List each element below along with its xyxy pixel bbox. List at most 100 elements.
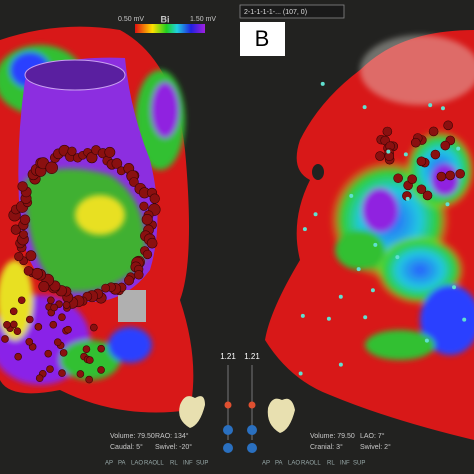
tag-point	[356, 267, 361, 272]
slider-value: 1.21	[220, 352, 236, 361]
ablation-point	[67, 146, 77, 156]
ablation-point	[14, 352, 22, 361]
view-button[interactable]: RAO	[301, 461, 314, 467]
view-volume: Volume: 79.50	[110, 433, 155, 440]
tag-point	[395, 255, 400, 260]
tag-point	[298, 371, 303, 376]
view-angle: RAO: 134°	[155, 432, 189, 440]
tag-point	[313, 212, 318, 217]
tag-point	[386, 149, 391, 154]
view-button[interactable]: SUP	[353, 461, 365, 467]
view-button[interactable]: RL	[327, 461, 335, 467]
ablation-point	[85, 375, 93, 384]
tag-point	[440, 106, 445, 111]
tag-point	[370, 288, 375, 293]
map-selector-text[interactable]: 2-1-1-1-1-... (107, 0)	[244, 9, 307, 16]
ablation-point	[25, 337, 34, 346]
view-button[interactable]: RAO	[144, 461, 157, 467]
ablation-point	[101, 283, 111, 293]
view-button[interactable]: LAO	[288, 461, 300, 467]
ablation-point	[97, 344, 105, 353]
ablation-point	[47, 296, 55, 305]
left-map	[0, 26, 194, 413]
map-selector[interactable]	[239, 4, 345, 19]
ablation-point	[139, 201, 149, 211]
ablation-point	[375, 151, 385, 161]
tag-point	[424, 338, 429, 343]
ablation-point	[17, 181, 28, 192]
view-button[interactable]: PA	[275, 461, 283, 467]
view-button[interactable]: INF	[183, 461, 193, 467]
ablation-point	[382, 126, 393, 137]
ablation-point	[64, 325, 72, 334]
slider-thumb[interactable]	[248, 401, 256, 409]
ablation-point	[422, 190, 433, 201]
colorbar	[135, 24, 205, 33]
ablation-point	[50, 303, 58, 312]
tag-point	[363, 315, 368, 320]
ablation-point	[146, 237, 158, 249]
panel-label-box	[240, 22, 285, 56]
ablation-point	[104, 146, 116, 158]
ablation-point	[35, 374, 44, 382]
ablation-point	[407, 174, 417, 184]
view-button[interactable]: PA	[118, 461, 126, 467]
ablation-point	[445, 170, 456, 181]
view-button[interactable]: AP	[105, 461, 113, 467]
view-button[interactable]: RL	[170, 461, 178, 467]
ablation-point	[111, 158, 123, 169]
colorbar-max: 1.50 mV	[190, 16, 216, 23]
ablation-point	[58, 313, 66, 322]
slider-button[interactable]	[223, 425, 233, 435]
ablation-point	[58, 369, 66, 377]
slider-value: 1.21	[244, 352, 260, 361]
ablation-point	[3, 320, 11, 329]
view-button[interactable]: AP	[262, 461, 270, 467]
view-button[interactable]: LL	[157, 461, 164, 467]
tag-point	[373, 242, 378, 247]
tag-point	[326, 316, 331, 321]
ablation-point	[19, 214, 31, 225]
tag-point	[405, 196, 410, 201]
ablation-point	[38, 281, 50, 293]
ablation-point	[76, 370, 85, 378]
view-button[interactable]: LAO	[131, 461, 143, 467]
ablation-point	[416, 156, 427, 167]
tag-point	[349, 193, 354, 198]
view-angle: LAO: 7°	[360, 432, 385, 440]
view-button[interactable]: SUP	[196, 461, 208, 467]
ablation-point	[97, 366, 105, 374]
ablation-point	[19, 230, 28, 239]
slider-button[interactable]	[223, 443, 233, 453]
ablation-point	[31, 267, 43, 280]
view-button[interactable]: LL	[314, 461, 321, 467]
ablation-point	[410, 137, 421, 148]
colorbar-mode: Bi	[161, 14, 170, 24]
view-tilt: Caudal: 5°	[110, 443, 143, 451]
tag-point	[320, 81, 325, 86]
ablation-point	[59, 349, 68, 357]
ablation-point	[82, 345, 91, 353]
slider-button[interactable]	[247, 443, 257, 453]
ablation-point	[436, 171, 447, 182]
ablation-point	[13, 327, 22, 336]
ablation-point	[44, 349, 53, 358]
tag-point	[462, 317, 467, 322]
right-map	[265, 30, 474, 440]
tag-point	[302, 227, 307, 232]
tag-point	[445, 202, 450, 207]
ablation-point	[25, 315, 34, 324]
ablation-point	[443, 120, 453, 131]
orientation-icon	[267, 398, 295, 433]
view-button[interactable]: INF	[340, 461, 350, 467]
slider-button[interactable]	[247, 425, 257, 435]
orientation-icon	[179, 396, 205, 428]
ablation-point	[142, 249, 153, 260]
slider-thumb[interactable]	[224, 401, 232, 409]
ablation-point	[86, 356, 94, 364]
ablation-point	[1, 335, 9, 343]
tag-point	[300, 313, 305, 318]
ablation-point	[14, 251, 24, 262]
